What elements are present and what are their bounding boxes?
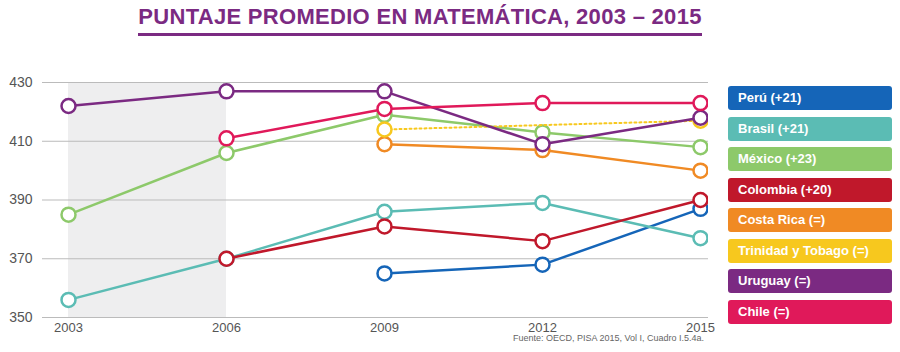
html-text:Costa Rica (=): Costa Rica (=)	[738, 212, 826, 227]
svg-text:350: 350	[9, 309, 33, 325]
html-text:Fuente: OECD, PISA 2015, Vol I: Fuente: OECD, PISA 2015, Vol I, Cuadro I…	[512, 333, 704, 343]
html-text:México (+23): México (+23)	[738, 151, 817, 166]
svg-text:2015: 2015	[686, 320, 715, 335]
svg-text:370: 370	[9, 250, 33, 266]
html-text:Chile (=): Chile (=)	[738, 303, 790, 319]
svg-text:2012: 2012	[528, 320, 557, 335]
svg-text:390: 390	[9, 191, 33, 207]
svg-text:2003: 2003	[54, 320, 83, 335]
html-text:Colombia (+20): Colombia (+20)	[738, 181, 832, 197]
html-text:Trinidad y Tobago (=): Trinidad y Tobago (=)	[738, 242, 869, 258]
svg-text:2006: 2006	[212, 320, 241, 335]
html-text:Uruguay (=): Uruguay (=)	[738, 273, 811, 288]
html-text:PUNTAJE PROMEDIO EN MATEMÁTICA: PUNTAJE PROMEDIO EN MATEMÁTICA, 2003 – 2…	[138, 4, 702, 29]
svg-text:2009: 2009	[370, 320, 399, 335]
svg-text:430: 430	[9, 74, 33, 90]
svg-text:410: 410	[9, 133, 33, 149]
html-text:Perú (+21): Perú (+21)	[738, 90, 802, 105]
html-text:Brasil (+21): Brasil (+21)	[738, 120, 809, 136]
